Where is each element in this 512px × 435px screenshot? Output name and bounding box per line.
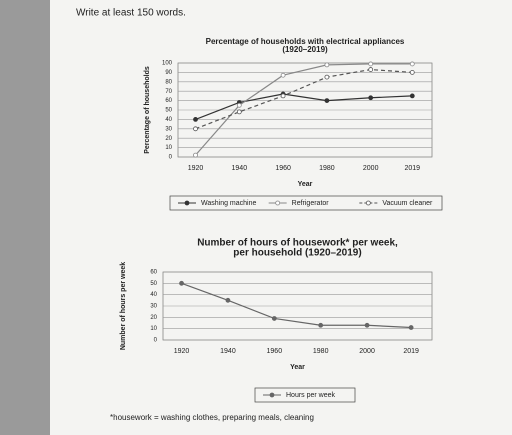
x-axis-label: Year [298,181,313,188]
y-tick-label: 10 [165,145,172,151]
series-line [195,93,413,120]
x-tick-label: 1940 [220,348,236,355]
data-point [193,152,198,158]
y-tick-label: 0 [169,155,173,161]
instruction: Write at least 150 words. [76,8,186,19]
footnote: *housework = washing clothes, preparing … [110,413,314,422]
data-point [280,93,286,99]
legend-marker [275,200,281,206]
y-tick-label: 40 [165,117,172,123]
y-tick-label: 30 [165,126,172,132]
data-point [408,325,414,330]
y-tick-label: 70 [165,89,172,95]
x-tick-label: 1980 [313,348,329,355]
y-tick-label: 90 [165,70,172,76]
series-line [195,68,413,130]
data-point [280,72,286,78]
data-point [409,61,415,67]
x-tick-label: 1920 [174,348,190,355]
y-tick-label: 60 [165,98,172,104]
x-tick-label: 1940 [232,165,248,172]
y-axis-label: Percentage of households [144,66,151,154]
data-point [318,322,324,328]
data-point [368,61,374,67]
chart-title: Number of hours of housework* per week, [197,238,398,249]
y-tick-label: 40 [150,292,157,298]
data-point [324,98,330,103]
data-point [364,322,370,328]
x-tick-label: 2019 [405,165,421,172]
legend-marker [184,200,190,206]
y-tick-label: 20 [150,315,157,321]
chart-subtitle: per household (1920–2019) [233,248,361,259]
y-tick-label: 50 [150,281,157,287]
y-tick-label: 80 [165,79,172,85]
legend-box [169,195,443,211]
legend-label: Washing machine [201,200,256,207]
y-axis-label: Number of hours per week [120,262,127,350]
y-tick-label: 50 [165,108,172,114]
x-tick-label: 2019 [403,348,419,355]
x-tick-label: 1960 [267,348,283,355]
y-tick-label: 60 [150,270,157,276]
legend-label: Vacuum cleaner [382,200,433,207]
legend-box [254,387,356,403]
x-tick-label: 1960 [275,165,291,172]
data-point [324,62,330,68]
x-tick-label: 1920 [188,165,204,172]
data-point [236,102,242,108]
data-point [236,109,242,115]
data-point [409,93,415,99]
data-point [271,316,277,321]
series-line [181,282,412,329]
data-point [368,67,374,72]
data-point [179,280,184,286]
x-tick-label: 2000 [359,348,375,355]
legend-marker [365,200,371,206]
y-tick-label: 100 [162,61,173,67]
data-point [409,70,415,75]
y-tick-label: 0 [154,338,158,344]
chart-subtitle: (1920–2019) [282,45,328,54]
chart-title: Percentage of households with electrical… [206,37,405,46]
x-tick-label: 1980 [319,165,335,172]
legend-label: Hours per week [286,392,336,399]
x-tick-label: 2000 [363,165,379,172]
x-axis-label: Year [290,364,305,371]
data-point [368,95,374,101]
y-tick-label: 30 [150,304,157,310]
paper [50,0,512,435]
data-point [324,74,330,80]
y-tick-label: 10 [150,326,157,332]
legend-label: Refrigerator [292,200,330,207]
legend-marker [269,392,275,398]
data-point [193,126,198,132]
data-point [225,297,231,303]
data-point [193,117,198,122]
series-line [195,63,413,156]
y-tick-label: 20 [165,136,172,142]
